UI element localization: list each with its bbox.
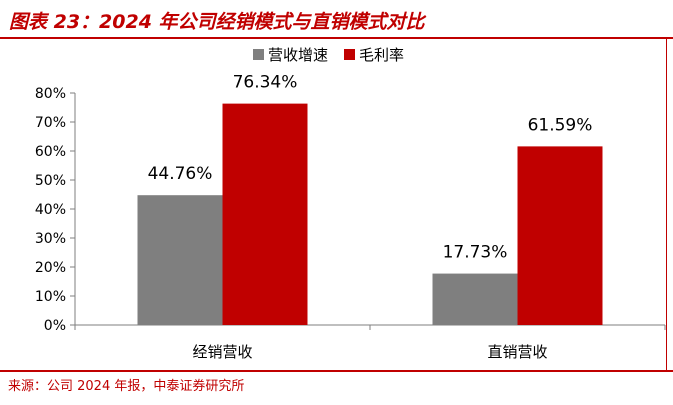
y-tick-label: 70% — [35, 115, 66, 131]
source-note: 来源：公司 2024 年报，中泰证券研究所 — [8, 379, 245, 394]
bar-growth — [137, 195, 223, 325]
figure-title: 图表 23：2024 年公司经销模式与直销模式对比 — [9, 11, 425, 33]
data-label: 44.76% — [148, 164, 213, 184]
bar-margin — [222, 103, 308, 325]
y-tick-label: 0% — [44, 318, 66, 334]
y-tick-label: 20% — [35, 260, 66, 276]
legend-label: 营收增速 — [268, 46, 328, 64]
y-tick-label: 10% — [35, 289, 66, 305]
data-label: 61.59% — [528, 115, 593, 135]
x-category-label: 经销营收 — [192, 343, 252, 361]
legend-swatch — [344, 49, 355, 60]
bar-margin — [517, 146, 603, 325]
y-tick-label: 80% — [35, 86, 66, 102]
legend-label: 毛利率 — [359, 46, 404, 64]
legend-swatch — [253, 49, 264, 60]
data-label: 76.34% — [233, 73, 298, 93]
title-divider — [0, 37, 673, 39]
source-divider — [0, 370, 673, 372]
bar-chart: 0% 10% 20% 30% 40% 50% 60% 70% 80% 44.76% 76.34% 经销… — [35, 46, 666, 361]
x-category-label: 直销营收 — [487, 343, 547, 361]
right-border — [666, 38, 667, 371]
data-label: 17.73% — [443, 243, 508, 263]
title-bar: 图表 23：2024 年公司经销模式与直销模式对比 — [0, 0, 673, 38]
bar-growth — [432, 273, 518, 325]
y-tick-label: 50% — [35, 173, 66, 189]
y-tick-label: 60% — [35, 144, 66, 160]
y-tick-label: 40% — [35, 202, 66, 218]
y-tick-label: 30% — [35, 231, 66, 247]
